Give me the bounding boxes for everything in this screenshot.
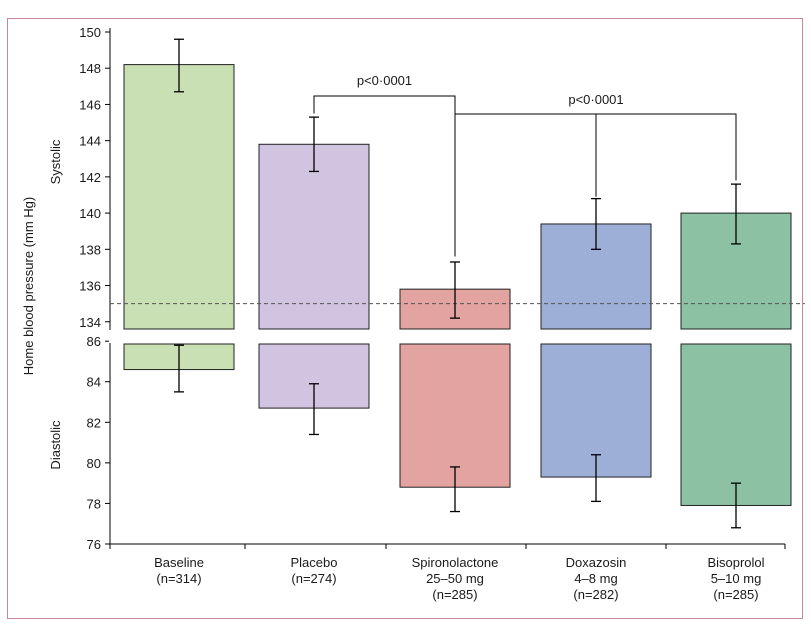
y-tick-label: 140 — [79, 206, 101, 221]
y-tick-label: 84 — [87, 375, 101, 390]
y-tick-label: 82 — [87, 415, 101, 430]
diastolic-bar — [680, 343, 792, 506]
y-tick-label: 86 — [87, 334, 101, 349]
y-tick-label: 138 — [79, 242, 101, 257]
x-tick-label: 4–8 mg — [574, 571, 617, 586]
x-tick-label: Doxazosin — [566, 555, 627, 570]
y-tick-label: 144 — [79, 134, 101, 149]
y-tick-label: 80 — [87, 456, 101, 471]
axis-break — [109, 330, 111, 343]
y-axis-label: Home blood pressure (mm Hg) — [21, 197, 36, 375]
figure-border — [7, 18, 803, 619]
y-tick-label: 136 — [79, 279, 101, 294]
y-tick-label: 150 — [79, 25, 101, 40]
x-tick-label: (n=282) — [573, 587, 618, 602]
systolic-label: Systolic — [48, 139, 63, 184]
x-tick-label: Spironolactone — [412, 555, 499, 570]
diastolic-bar — [399, 343, 511, 488]
x-tick-label: Baseline — [154, 555, 204, 570]
x-tick-label: 25–50 mg — [426, 571, 484, 586]
systolic-bar — [258, 143, 370, 330]
x-tick-label: Placebo — [291, 555, 338, 570]
significance-label: p<0·0001 — [568, 92, 623, 107]
y-tick-label: 146 — [79, 97, 101, 112]
systolic-bar — [123, 64, 235, 330]
x-tick-label: (n=314) — [156, 571, 201, 586]
x-tick-label: (n=285) — [432, 587, 477, 602]
x-tick-label: 5–10 mg — [711, 571, 762, 586]
y-tick-label: 134 — [79, 315, 101, 330]
y-tick-label: 76 — [87, 537, 101, 552]
diastolic-label: Diastolic — [48, 420, 63, 470]
y-tick-label: 78 — [87, 496, 101, 511]
y-tick-label: 148 — [79, 61, 101, 76]
significance-label: p<0·0001 — [357, 73, 412, 88]
x-tick-label: Bisoprolol — [707, 555, 764, 570]
significance-bracket — [313, 95, 456, 114]
x-tick-label: (n=274) — [291, 571, 336, 586]
y-tick-label: 142 — [79, 170, 101, 185]
x-tick-label: (n=285) — [713, 587, 758, 602]
